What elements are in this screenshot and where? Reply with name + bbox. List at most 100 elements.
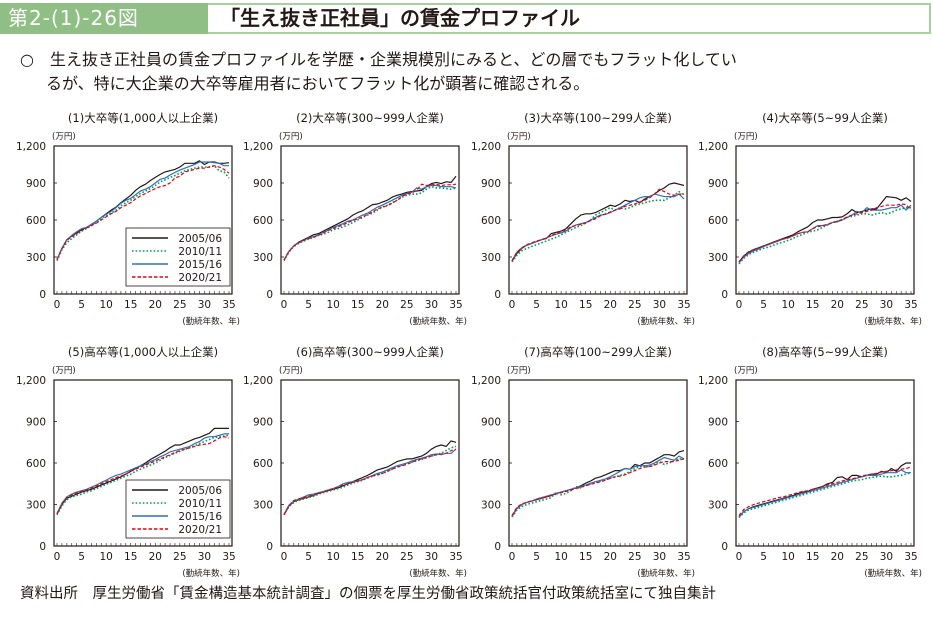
x-tick-label: 20 <box>831 299 844 311</box>
series-line-2015-16 <box>738 204 912 263</box>
series-line-2020-21 <box>511 188 684 261</box>
x-tick-label: 15 <box>351 299 364 311</box>
y-tick-label: 0 <box>266 541 273 553</box>
y-tick-label: 900 <box>26 417 46 429</box>
x-tick-label: 15 <box>579 551 592 563</box>
legend-label: 2020/21 <box>178 524 222 536</box>
chart-panel-4: (4)大卒等(5~99人企業) (万円) 0 300 600 900 1,200 0 5 10 15… <box>698 111 922 327</box>
y-axis-unit-label: (万円) <box>52 366 76 376</box>
series-line-2020-21 <box>56 436 230 514</box>
x-tick-label: 20 <box>376 299 389 311</box>
y-tick-label: 600 <box>253 458 273 470</box>
x-axis-label: (勤続年数、年) <box>182 568 240 579</box>
x-axis-label: (勤続年数、年) <box>409 316 467 327</box>
series-line-2010-11 <box>511 190 685 263</box>
source-note: 資料出所 厚生労働省「賃金構造基本統計調査」の個票を厚生労働省政策統括官付政策統… <box>20 586 716 602</box>
y-axis-unit-label: (万円) <box>279 366 303 376</box>
series-line-2015-16 <box>738 469 911 518</box>
x-tick-label: 30 <box>880 299 893 311</box>
x-axis-label: (勤続年数、年) <box>637 568 695 579</box>
legend-label: 2015/16 <box>178 511 222 523</box>
x-tick-label: 30 <box>653 299 666 311</box>
y-tick-label: 1,200 <box>16 141 46 153</box>
chart-panel-5: (5)高卒等(1,000人以上企業) (万円) 0 300 600 900 1,200 0 5 1… <box>16 345 240 579</box>
x-tick-label: 30 <box>425 551 438 563</box>
plot-frame <box>280 379 460 547</box>
legend-label: 2010/11 <box>178 498 222 510</box>
x-tick-label: 25 <box>400 551 413 563</box>
y-tick-label: 0 <box>721 289 728 301</box>
y-tick-label: 1,200 <box>471 375 501 387</box>
x-tick-label: 5 <box>78 551 85 563</box>
y-tick-label: 1,200 <box>471 141 501 153</box>
x-tick-label: 5 <box>305 551 312 563</box>
x-tick-label: 20 <box>604 551 617 563</box>
legend-label: 2020/21 <box>178 272 222 284</box>
x-tick-label: 15 <box>806 299 819 311</box>
series-line-2020-21 <box>56 165 230 260</box>
x-axis-label: (勤続年数、年) <box>637 316 695 327</box>
y-tick-label: 900 <box>26 178 46 190</box>
y-tick-label: 1,200 <box>243 141 273 153</box>
series-line-2020-21 <box>738 203 912 263</box>
x-tick-label: 10 <box>781 551 794 563</box>
y-tick-label: 600 <box>708 458 728 470</box>
y-tick-label: 600 <box>708 215 728 227</box>
series-line-2005-06 <box>738 196 912 263</box>
x-tick-label: 30 <box>198 551 211 563</box>
legend-label: 2005/06 <box>178 233 222 245</box>
chart-panel-6: (6)高卒等(300~999人企業) (万円) 0 300 600 900 1,200 0 5 1… <box>243 345 467 579</box>
plot-frame <box>735 379 915 547</box>
x-tick-label: 0 <box>281 299 288 311</box>
x-tick-label: 15 <box>806 551 819 563</box>
y-tick-label: 900 <box>481 178 501 190</box>
y-tick-label: 300 <box>26 252 46 264</box>
x-tick-label: 35 <box>449 551 462 563</box>
chart-title: (4)大卒等(5~99人企業) <box>762 111 888 125</box>
series-line-2015-16 <box>511 193 685 261</box>
x-tick-label: 5 <box>533 551 540 563</box>
series-line-2015-16 <box>283 184 457 261</box>
chart-panel-3: (3)大卒等(100~299人企業) (万円) 0 300 600 900 1,200 0 5 1… <box>471 111 695 327</box>
y-tick-label: 600 <box>26 458 46 470</box>
x-tick-label: 35 <box>904 551 917 563</box>
chart-title: (1)大卒等(1,000人以上企業) <box>68 111 218 125</box>
series-line-2010-11 <box>56 434 230 516</box>
y-axis-unit-label: (万円) <box>507 366 531 376</box>
legend-label: 2010/11 <box>178 246 222 258</box>
x-tick-label: 10 <box>554 299 567 311</box>
y-tick-label: 300 <box>26 500 46 512</box>
y-tick-label: 1,200 <box>16 375 46 387</box>
y-tick-label: 300 <box>708 252 728 264</box>
x-tick-label: 5 <box>305 299 312 311</box>
chart-panel-7: (7)高卒等(100~299人企業) (万円) 0 300 600 900 1,200 0 5 1… <box>471 345 695 579</box>
x-tick-label: 0 <box>509 299 516 311</box>
y-tick-label: 900 <box>253 178 273 190</box>
y-tick-label: 300 <box>253 252 273 264</box>
x-tick-label: 30 <box>198 299 211 311</box>
series-line-2010-11 <box>738 471 912 519</box>
x-axis-label: (勤続年数、年) <box>864 316 922 327</box>
series-line-2010-11 <box>738 206 911 265</box>
x-tick-label: 5 <box>533 299 540 311</box>
x-tick-label: 15 <box>124 299 137 311</box>
series-line-2005-06 <box>56 427 229 515</box>
x-tick-label: 25 <box>628 299 641 311</box>
y-tick-label: 600 <box>253 215 273 227</box>
x-tick-label: 0 <box>509 551 516 563</box>
x-tick-label: 35 <box>222 551 235 563</box>
x-tick-label: 35 <box>449 299 462 311</box>
y-tick-label: 300 <box>708 500 728 512</box>
x-tick-label: 5 <box>78 299 85 311</box>
x-tick-label: 10 <box>326 551 339 563</box>
y-tick-label: 300 <box>481 500 501 512</box>
chart-title: (7)高卒等(100~299人企業) <box>524 345 672 359</box>
y-axis-unit-label: (万円) <box>279 132 303 142</box>
y-tick-label: 0 <box>494 289 501 301</box>
figure-label: 第2-(1)-26図 <box>0 3 208 34</box>
y-axis-unit-label: (万円) <box>734 132 758 142</box>
y-axis-unit-label: (万円) <box>507 132 531 142</box>
y-axis-unit-label: (万円) <box>52 132 76 142</box>
